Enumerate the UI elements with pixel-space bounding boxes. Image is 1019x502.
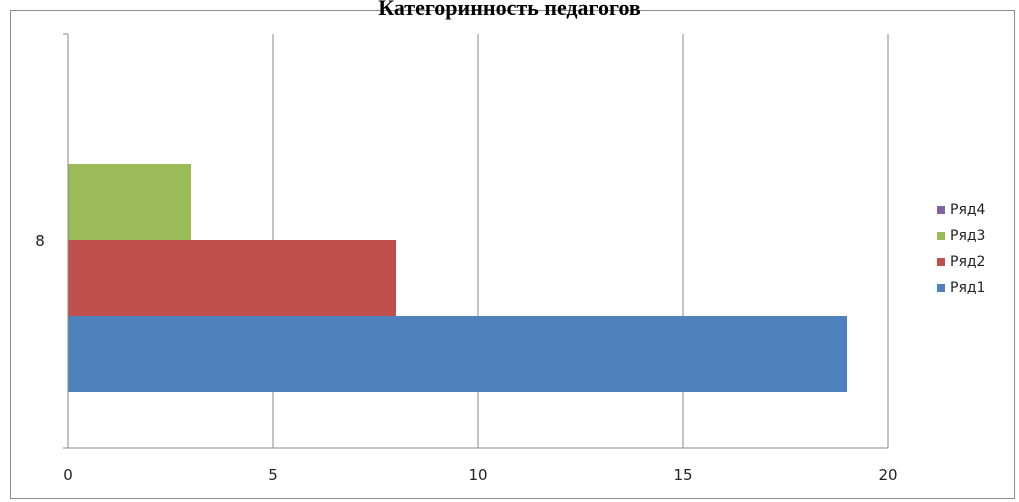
legend-label: Ряд2 bbox=[950, 254, 985, 270]
x-tick-label: 10 bbox=[468, 466, 487, 484]
bar-2 bbox=[68, 240, 396, 316]
chart-title: Категоринность педагогов bbox=[378, 0, 641, 20]
x-tick-label: 15 bbox=[673, 466, 692, 484]
legend-label: Ряд3 bbox=[950, 228, 985, 244]
x-tick-label: 5 bbox=[268, 466, 278, 484]
x-tick-label: 0 bbox=[63, 466, 73, 484]
axis-layer: 0 5 10 15 20 8 bbox=[35, 33, 898, 484]
legend-swatch bbox=[937, 284, 945, 292]
legend-swatch bbox=[937, 258, 945, 266]
bars-layer bbox=[68, 164, 847, 392]
legend-swatch bbox=[937, 232, 945, 240]
legend: Ряд4 Ряд3 Ряд2 Ряд1 bbox=[937, 202, 986, 296]
x-tick-label: 20 bbox=[878, 466, 897, 484]
y-category-label: 8 bbox=[35, 232, 45, 250]
bar-1 bbox=[68, 316, 847, 392]
legend-swatch bbox=[937, 206, 945, 214]
bar-3 bbox=[68, 164, 191, 240]
legend-label: Ряд1 bbox=[950, 280, 985, 296]
legend-label: Ряд4 bbox=[950, 202, 986, 218]
